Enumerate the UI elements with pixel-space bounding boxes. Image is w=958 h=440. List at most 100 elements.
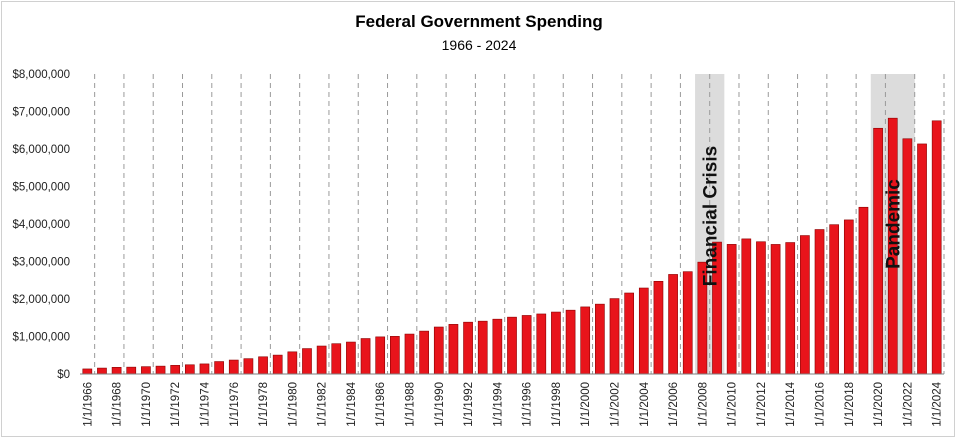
y-tick-label: $2,000,000 bbox=[12, 294, 70, 306]
bar-1967: 1/1/1967 bbox=[97, 367, 107, 375]
x-tick-label: 1/1/2004 bbox=[639, 381, 651, 426]
bar-1968: 1/1/1968 bbox=[111, 367, 122, 375]
bar-2004: 1/1/2004 bbox=[638, 287, 649, 375]
bar-1982: 1/1/1982 bbox=[316, 345, 327, 375]
x-tick-label: 1/1/2020 bbox=[873, 382, 885, 427]
bar-1996: 1/1/1996 bbox=[521, 315, 532, 375]
bar-1994: 1/1/1994 bbox=[492, 318, 503, 375]
x-tick-label: 1/1/2002 bbox=[610, 382, 622, 427]
bar-1985: 1/1/1985 bbox=[360, 338, 371, 375]
x-tick-label: 1/1/2016 bbox=[815, 382, 827, 427]
x-tick-label: 1/1/2010 bbox=[727, 382, 739, 427]
x-tick-label: 1/1/1976 bbox=[229, 382, 241, 427]
bar-1973: 1/1/1973 bbox=[184, 364, 195, 375]
bar-series: 1/1/1966 1/1/1967 1/1/1968 1/1/1969 1/1/1970… bbox=[82, 117, 942, 375]
y-tick-label: $1,000,000 bbox=[12, 332, 70, 344]
y-tick-label: $0 bbox=[57, 369, 70, 381]
bar-2016: 1/1/2016 bbox=[814, 229, 825, 375]
bar-2006: 1/1/2006 bbox=[668, 274, 678, 375]
bar-2020: 1/1/2020 bbox=[873, 127, 883, 375]
y-tick-label: $3,000,000 bbox=[12, 257, 70, 269]
x-tick-label: 1/1/2006 bbox=[668, 382, 680, 427]
x-tick-label: 1/1/1966 bbox=[82, 382, 94, 427]
y-tick-label: $7,000,000 bbox=[12, 107, 70, 119]
x-tick-label: 1/1/1998 bbox=[551, 382, 563, 427]
bar-2015: 1/1/2015 bbox=[800, 235, 810, 375]
chart-subtitle: 1966 - 2024 bbox=[441, 37, 517, 53]
bar-2023: 1/1/2023 bbox=[917, 143, 927, 375]
bar-1966: 1/1/1966 bbox=[82, 368, 93, 375]
bar-1993: 1/1/1993 bbox=[477, 320, 488, 375]
region-annotations: Financial Crisis Pandemic bbox=[701, 146, 905, 286]
bar-1972: 1/1/1972 bbox=[170, 365, 181, 375]
x-tick-label: 1/1/1970 bbox=[141, 382, 153, 427]
x-tick-label: 1/1/1990 bbox=[434, 382, 446, 427]
x-tick-label: 1/1/2018 bbox=[844, 382, 856, 427]
bar-1991: 1/1/1991 bbox=[448, 324, 459, 375]
y-tick-label: $4,000,000 bbox=[12, 219, 70, 231]
chart-title: Federal Government Spending bbox=[355, 12, 603, 31]
x-tick-label: 1/1/1978 bbox=[258, 382, 270, 427]
bar-2011: 1/1/2011 bbox=[741, 238, 752, 375]
bar-2014: 1/1/2014 bbox=[785, 242, 796, 375]
x-tick-label: 1/1/2012 bbox=[756, 382, 768, 427]
bar-2013: 1/1/2013 bbox=[770, 244, 781, 375]
bar-2002: 1/1/2002 bbox=[609, 298, 620, 375]
x-tick-label: 1/1/1974 bbox=[199, 381, 211, 426]
bar-1969: 1/1/1969 bbox=[126, 366, 137, 375]
bar-1990: 1/1/1990 bbox=[433, 326, 444, 375]
x-tick-label: 1/1/2022 bbox=[902, 382, 914, 427]
bar-1992: 1/1/1992 bbox=[463, 321, 473, 375]
bar-1979: 1/1/1979 bbox=[272, 354, 283, 375]
x-tick-label: 1/1/1982 bbox=[317, 382, 329, 427]
bar-2017: 1/1/2017 bbox=[829, 224, 840, 375]
bar-1986: 1/1/1986 bbox=[375, 336, 386, 375]
x-tick-label: 1/1/1988 bbox=[404, 382, 416, 427]
y-tick-label: $6,000,000 bbox=[12, 144, 70, 156]
bar-1971: 1/1/1971 bbox=[155, 365, 166, 375]
bar-2010: 1/1/2010 bbox=[726, 244, 737, 375]
x-tick-label: 1/1/1994 bbox=[492, 381, 504, 426]
x-tick-label: 1/1/1986 bbox=[375, 382, 387, 427]
bar-1976: 1/1/1976 bbox=[228, 359, 239, 375]
annotation-1: Pandemic bbox=[884, 179, 905, 269]
bar-1998: 1/1/1998 bbox=[551, 311, 561, 375]
x-tick-label: 1/1/1972 bbox=[170, 382, 182, 427]
vertical-gridlines bbox=[94, 74, 945, 374]
x-tick-label: 1/1/2014 bbox=[785, 381, 797, 426]
bar-2001: 1/1/2001 bbox=[595, 303, 605, 375]
bar-2024: 1/1/2024 bbox=[931, 120, 942, 375]
bar-1997: 1/1/1997 bbox=[536, 313, 547, 375]
bar-2019: 1/1/2019 bbox=[858, 206, 869, 375]
x-tick-label: 1/1/1984 bbox=[346, 381, 358, 426]
bar-1984: 1/1/1984 bbox=[346, 341, 356, 375]
x-axis-tick-labels: 1/1/1966 1/1/1968 1/1/1970 1/1/1972 1/1/1974… bbox=[82, 381, 943, 426]
bar-1988: 1/1/1988 bbox=[404, 333, 415, 375]
bar-1999: 1/1/1999 bbox=[565, 309, 576, 375]
bar-1975: 1/1/1975 bbox=[214, 361, 224, 375]
x-tick-label: 1/1/1996 bbox=[522, 382, 534, 427]
bar-1983: 1/1/1983 bbox=[331, 343, 342, 375]
x-tick-label: 1/1/2008 bbox=[697, 382, 709, 427]
annotation-0: Financial Crisis bbox=[701, 146, 722, 286]
x-tick-label: 1/1/1980 bbox=[287, 382, 299, 427]
y-axis-tick-labels: $0 $1,000,000 $2,000,000 $3,000,000 $4,000,0… bbox=[12, 69, 70, 381]
bar-1995: 1/1/1995 bbox=[507, 316, 517, 375]
bar-2007: 1/1/2007 bbox=[682, 271, 693, 375]
bar-1987: 1/1/1987 bbox=[390, 336, 400, 375]
x-tick-label: 1/1/2024 bbox=[932, 381, 944, 426]
x-tick-label: 1/1/1968 bbox=[112, 382, 124, 427]
bar-2005: 1/1/2005 bbox=[653, 280, 664, 375]
x-tick-label: 1/1/1992 bbox=[463, 382, 475, 427]
bar-1974: 1/1/1974 bbox=[199, 363, 210, 375]
x-tick-label: 1/1/2000 bbox=[580, 382, 592, 427]
bar-1978: 1/1/1978 bbox=[258, 356, 268, 375]
bar-1970: 1/1/1970 bbox=[141, 366, 151, 375]
bar-1981: 1/1/1981 bbox=[302, 348, 312, 375]
bar-2003: 1/1/2003 bbox=[624, 292, 634, 375]
bar-1989: 1/1/1989 bbox=[419, 330, 429, 375]
bar-1980: 1/1/1980 bbox=[287, 351, 298, 375]
bar-1977: 1/1/1977 bbox=[243, 358, 254, 375]
y-tick-label: $5,000,000 bbox=[12, 182, 70, 194]
